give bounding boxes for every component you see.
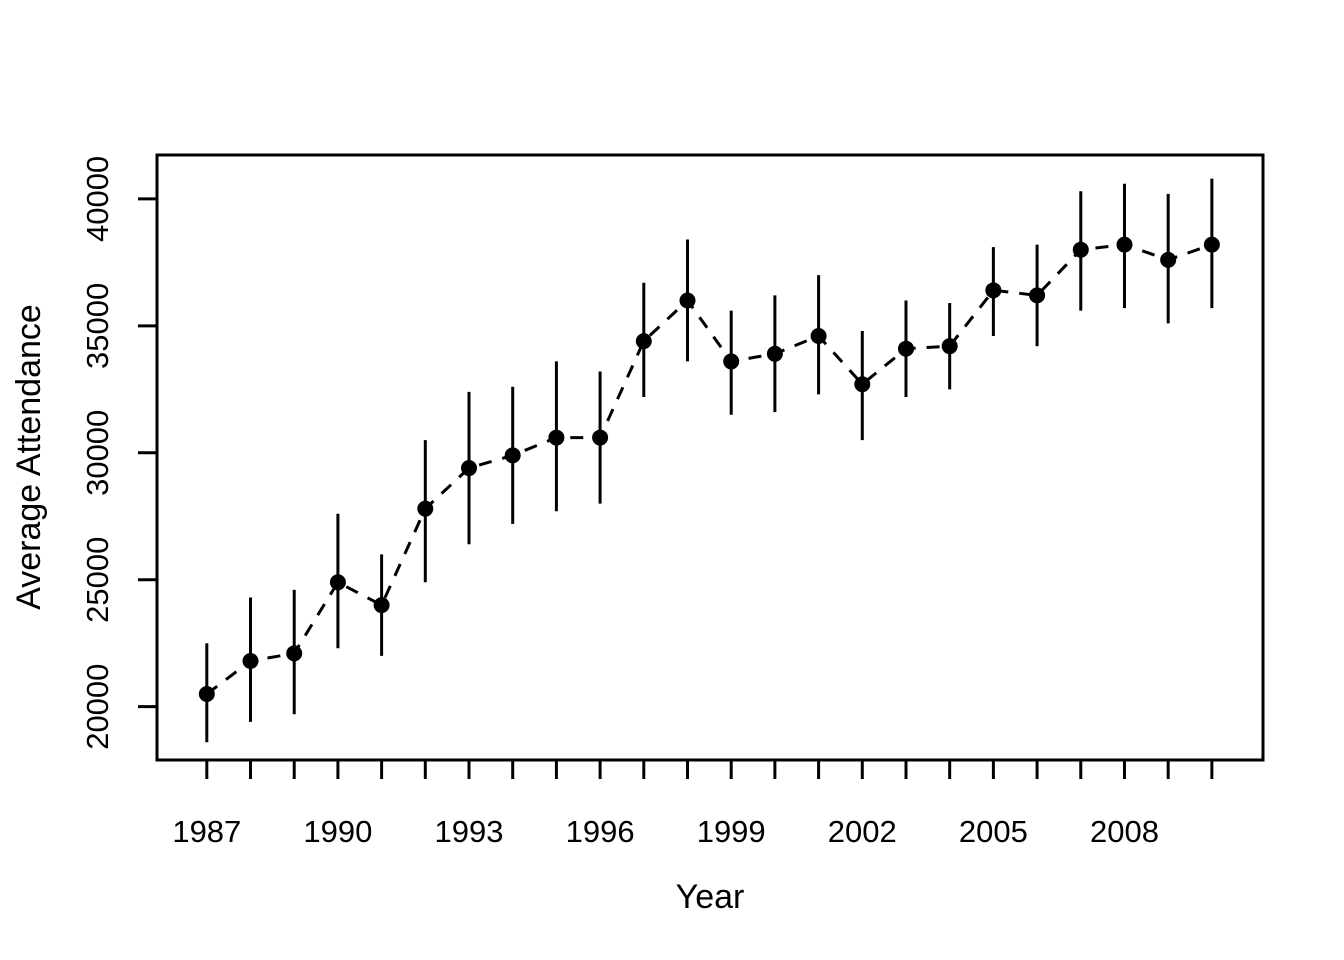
data-point-2007 <box>1072 241 1089 258</box>
y-tick-label: 35000 <box>80 283 115 369</box>
data-point-2001 <box>810 328 827 345</box>
data-point-1989 <box>286 645 303 662</box>
data-point-1990 <box>329 574 346 591</box>
data-point-2000 <box>766 345 783 362</box>
y-axis-title: Average Attendance <box>10 304 48 610</box>
data-point-2008 <box>1116 236 1133 253</box>
data-point-1999 <box>723 353 740 370</box>
data-point-2005 <box>985 282 1002 299</box>
data-point-1994 <box>504 447 521 464</box>
data-point-1987 <box>198 685 215 702</box>
data-point-2002 <box>854 376 871 393</box>
y-tick-label: 40000 <box>80 156 115 242</box>
data-point-1993 <box>461 460 478 477</box>
data-point-1992 <box>417 500 434 517</box>
data-point-1996 <box>592 429 609 446</box>
data-point-2009 <box>1160 251 1177 268</box>
x-tick-label: 2002 <box>828 814 897 849</box>
x-tick-label: 2008 <box>1090 814 1159 849</box>
data-point-2004 <box>941 338 958 355</box>
y-tick-label: 30000 <box>80 410 115 496</box>
plot-box <box>155 153 1265 762</box>
x-tick-label: 1987 <box>172 814 241 849</box>
data-point-2003 <box>897 340 914 357</box>
series-dashed-line <box>205 243 1213 696</box>
y-tick-label: 25000 <box>80 537 115 623</box>
x-tick-label: 1990 <box>303 814 372 849</box>
x-tick-label: 1993 <box>435 814 504 849</box>
data-point-1998 <box>679 292 696 309</box>
data-point-2006 <box>1029 287 1046 304</box>
data-point-1997 <box>635 333 652 350</box>
y-tick-label: 20000 <box>80 664 115 750</box>
x-tick-label: 2005 <box>959 814 1028 849</box>
data-point-2010 <box>1203 236 1220 253</box>
x-tick-label: 1996 <box>566 814 635 849</box>
data-point-1988 <box>242 652 259 669</box>
x-axis-title: Year <box>676 878 745 916</box>
x-tick-label: 1999 <box>697 814 766 849</box>
data-point-1991 <box>373 597 390 614</box>
data-point-1995 <box>548 429 565 446</box>
